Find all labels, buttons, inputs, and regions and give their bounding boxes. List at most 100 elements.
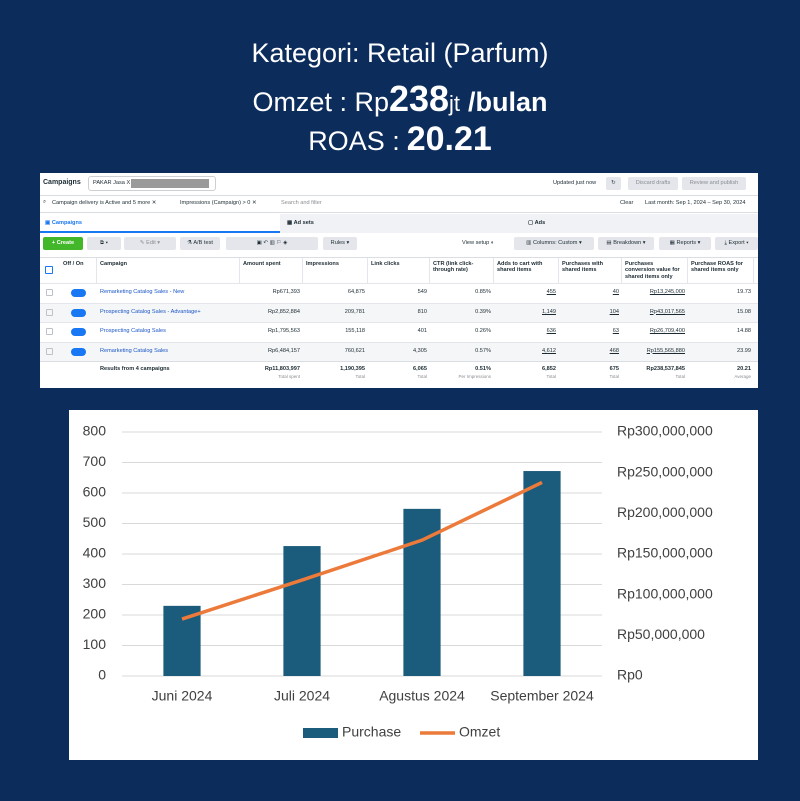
metric-cell: Rp26,709,400: [649, 328, 685, 334]
campaign-table: Off / On Campaign Amount spent Impressions L…: [40, 257, 758, 388]
create-button[interactable]: + Create: [43, 237, 83, 250]
metric-cell: 14.88: [737, 328, 751, 334]
campaign-name[interactable]: Remarketing Catalog Sales - New: [100, 289, 185, 295]
metric-cell: 40: [612, 289, 619, 295]
button-text: Breakdown: [613, 240, 642, 246]
toggle[interactable]: [71, 289, 86, 297]
y-tick-label: 500: [83, 514, 107, 530]
metric-cell: 455: [546, 289, 556, 295]
total-note: Total: [355, 374, 365, 379]
select-all[interactable]: [45, 266, 53, 274]
y2-tick-label: Rp0: [617, 667, 643, 683]
bar: [403, 508, 441, 676]
bar: [283, 546, 321, 676]
column-header: Adds to cart with shared items: [494, 258, 559, 283]
row-checkbox[interactable]: [46, 308, 53, 316]
account-name: PAKAR Jasa X: [93, 180, 131, 186]
metric-cell: Rp671,393: [272, 289, 300, 295]
rules-button[interactable]: Rules ▾: [323, 237, 357, 250]
y2-tick-label: Rp200,000,000: [617, 504, 713, 520]
total-value: 675: [609, 366, 619, 372]
edit-button[interactable]: ✎ Edit ▾: [124, 237, 176, 250]
tab-active[interactable]: ▣ Campaigns: [40, 214, 280, 233]
metric-cell: 1,149: [542, 308, 556, 315]
y-tick-label: 300: [83, 575, 107, 591]
metric-cell: Rp1,795,563: [267, 328, 300, 334]
y2-tick-label: Rp250,000,000: [617, 463, 713, 479]
toggle[interactable]: [71, 347, 86, 356]
column-header: Off / On: [60, 258, 97, 283]
header-line: Omzet : Rp238jt/bulan: [0, 78, 800, 120]
total-value: 0.51%: [475, 366, 491, 372]
campaign-name[interactable]: Prospecting Catalog Sales: [100, 328, 166, 334]
toggle[interactable]: [71, 328, 86, 336]
roas-value: 20.21: [406, 120, 492, 158]
omzet-unit: jt: [449, 91, 461, 116]
table-row: [40, 283, 758, 303]
icon-buttons[interactable]: ▣ ↶ ▥ ⚐ ◈: [226, 237, 318, 250]
total-note: Total: [546, 374, 556, 379]
columns-button[interactable]: ▥ Columns: Custom ▾: [514, 237, 594, 250]
refresh-button[interactable]: ↻: [606, 177, 621, 190]
filter-chip[interactable]: Impressions (Campaign) > 0 ✕: [180, 200, 257, 206]
total-value: 20.21: [737, 366, 751, 372]
filter-chip[interactable]: Campaign delivery is Active and 5 more ✕: [52, 200, 157, 206]
metric-cell: 468: [609, 347, 619, 354]
reports-button[interactable]: ▦ Reports ▾: [659, 237, 711, 250]
column-header: Purchases with shared items: [559, 258, 622, 283]
y-tick-label: 200: [83, 606, 107, 622]
view-setup[interactable]: View setup ◐: [462, 240, 495, 246]
search-input[interactable]: Search and filter: [281, 200, 322, 206]
total-value: 6,065: [413, 366, 427, 372]
discard-button[interactable]: Discard drafts: [628, 177, 678, 190]
toggle[interactable]: [71, 308, 86, 317]
date-range[interactable]: Last month: Sep 1, 2024 – Sep 30, 2024: [645, 200, 746, 206]
metric-cell: 4,612: [542, 347, 556, 354]
button-text: Reports: [676, 240, 697, 246]
metric-cell: 155,118: [345, 328, 365, 334]
duplicate-button[interactable]: ⧉ ▾: [87, 237, 121, 250]
campaign-name[interactable]: Remarketing Catalog Sales: [100, 347, 169, 354]
x-tick-label: Juni 2024: [152, 688, 213, 704]
total-value: 1,190,395: [340, 366, 365, 372]
y-tick-label: 400: [83, 545, 107, 561]
tab-text: Ads: [534, 220, 546, 226]
y2-tick-label: Rp300,000,000: [617, 423, 713, 439]
legend-label: Omzet: [459, 724, 500, 740]
metric-cell: 23.99: [737, 347, 751, 354]
export-button[interactable]: ⤓ Export ▾: [715, 237, 758, 250]
total-value: Rp238,537,845: [646, 366, 685, 372]
row-checkbox[interactable]: [46, 347, 53, 355]
metric-cell: Rp43,017,565: [649, 308, 685, 315]
metric-cell: 636: [546, 328, 556, 334]
total-note: Total: [609, 374, 619, 379]
campaign-name[interactable]: Prospecting Catalog Sales - Advantage+: [100, 308, 201, 315]
column-header: Campaign: [97, 258, 240, 283]
button-text: Export: [728, 240, 745, 246]
metric-cell: 64,875: [347, 289, 365, 295]
y2-tick-label: Rp150,000,000: [617, 545, 713, 561]
total-note: Total spent: [278, 374, 300, 379]
metric-cell: 760,621: [344, 347, 365, 354]
breakdown-button[interactable]: ▤ Breakdown ▾: [598, 237, 654, 250]
metric-cell: 549: [417, 289, 427, 295]
column-header: CTR (link click-through rate): [430, 258, 494, 283]
review-button[interactable]: Review and publish: [682, 177, 746, 190]
y2-tick-label: Rp100,000,000: [617, 585, 713, 601]
omzet-prefix: Omzet : Rp: [252, 87, 389, 117]
row-checkbox[interactable]: [46, 328, 53, 335]
tab-text: Campaigns: [51, 220, 82, 226]
ab-test-button[interactable]: ⚗ A/B test: [180, 237, 220, 250]
tab[interactable]: ▦ Ad sets: [287, 220, 314, 226]
tab[interactable]: ▢ Ads: [528, 220, 546, 226]
column-header: Purchases conversion value for shared it…: [622, 258, 688, 283]
button-text: Rules: [330, 240, 345, 246]
account-selector[interactable]: PAKAR Jasa X: [88, 176, 216, 191]
row-checkbox[interactable]: [46, 289, 53, 296]
chart: 0 100 200 300 400 500 600 700 800 Rp0 Rp50,000,000…: [83, 423, 713, 740]
page-title: Campaigns: [43, 179, 81, 186]
clear-button[interactable]: Clear: [620, 200, 634, 206]
x-tick-label: September 2024: [490, 688, 594, 704]
filter-text: Impressions (Campaign) > 0: [180, 200, 251, 206]
